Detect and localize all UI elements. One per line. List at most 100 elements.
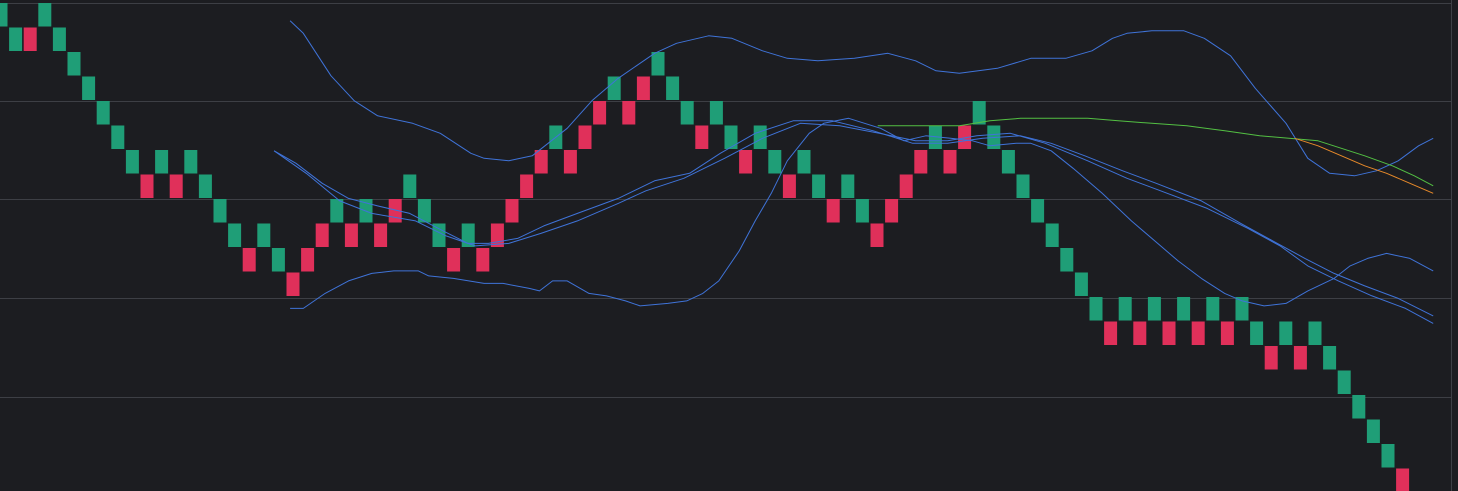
bollinger-upper-line <box>289 20 1434 177</box>
renko-brick-down <box>1089 297 1103 321</box>
moving-average-line <box>1294 137 1434 194</box>
renko-brick-down <box>1279 321 1293 345</box>
renko-brick-down <box>417 199 431 223</box>
renko-brick-down <box>797 150 811 174</box>
renko-brick-down <box>1308 321 1322 345</box>
renko-brick-down <box>1045 223 1059 247</box>
renko-brick-up <box>286 272 300 296</box>
renko-brick-down <box>1001 150 1015 174</box>
renko-brick-up <box>315 223 329 247</box>
renko-brick-up <box>374 223 388 247</box>
renko-brick-up <box>520 174 534 198</box>
renko-brick-down <box>666 76 680 100</box>
renko-brick-up <box>23 27 37 51</box>
renko-brick-up <box>578 125 592 149</box>
renko-brick-down <box>67 52 81 76</box>
renko-brick-down <box>432 223 446 247</box>
renko-brick-down <box>9 27 23 51</box>
renko-brick-up <box>505 199 519 223</box>
renko-brick-down <box>753 125 767 149</box>
renko-brick-down <box>1250 321 1264 345</box>
renko-brick-down <box>1016 174 1030 198</box>
renko-brick-up <box>534 150 548 174</box>
renko-brick-up <box>739 150 753 174</box>
renko-brick-down <box>1177 297 1191 321</box>
renko-brick-down <box>1337 370 1351 394</box>
renko-brick-down <box>111 125 125 149</box>
renko-brick-up <box>447 248 461 272</box>
renko-brick-up <box>622 101 636 125</box>
renko-brick-up <box>899 174 913 198</box>
renko-brick-down <box>1074 272 1088 296</box>
renko-brick-up <box>169 174 183 198</box>
renko-brick-up <box>826 199 840 223</box>
renko-brick-down <box>1206 297 1220 321</box>
renko-brick-up <box>563 150 577 174</box>
renko-brick-down <box>1060 248 1074 272</box>
moving-average-line <box>273 120 1434 317</box>
renko-brick-down <box>1323 346 1337 370</box>
renko-brick-down <box>403 174 417 198</box>
renko-brick-up <box>1104 321 1118 345</box>
renko-brick-up <box>1264 346 1278 370</box>
renko-brick-down <box>1366 419 1380 443</box>
renko-brick-down <box>125 150 139 174</box>
renko-brick-down <box>0 3 8 27</box>
renko-brick-up <box>140 174 154 198</box>
renko-brick-up <box>1396 468 1410 491</box>
renko-brick-down <box>812 174 826 198</box>
renko-brick-down <box>155 150 169 174</box>
renko-brick-up <box>782 174 796 198</box>
renko-brick-up <box>914 150 928 174</box>
renko-brick-up <box>1191 321 1205 345</box>
renko-brick-down <box>651 52 665 76</box>
renko-brick-down <box>228 223 242 247</box>
renko-brick-down <box>330 199 344 223</box>
renko-brick-down <box>709 101 723 125</box>
renko-brick-down <box>257 223 271 247</box>
renko-brick-down <box>768 150 782 174</box>
renko-brick-down <box>96 101 110 125</box>
renko-brick-down <box>184 150 198 174</box>
renko-brick-up <box>344 223 358 247</box>
renko-brick-up <box>885 199 899 223</box>
renko-brick-up <box>1162 321 1176 345</box>
renko-brick-down <box>82 76 96 100</box>
renko-brick-up <box>1133 321 1147 345</box>
bollinger-lower-line <box>290 117 1434 309</box>
renko-brick-down <box>1031 199 1045 223</box>
renko-brick-down <box>680 101 694 125</box>
renko-brick-up <box>301 248 315 272</box>
renko-brick-down <box>461 223 475 247</box>
moving-average-line <box>877 117 1434 187</box>
renko-brick-down <box>841 174 855 198</box>
renko-brick-down <box>213 199 227 223</box>
renko-brick-down <box>52 27 66 51</box>
renko-brick-up <box>943 150 957 174</box>
renko-brick-down <box>38 3 52 27</box>
bollinger-middle-line <box>273 122 1434 324</box>
renko-brick-up <box>1293 346 1307 370</box>
renko-brick-up <box>476 248 490 272</box>
indicator-lines <box>273 20 1434 324</box>
renko-brick-up <box>870 223 884 247</box>
renko-brick-down <box>1381 444 1395 468</box>
renko-brick-down <box>1118 297 1132 321</box>
renko-brick-up <box>636 76 650 100</box>
renko-brick-down <box>607 76 621 100</box>
renko-brick-down <box>198 174 212 198</box>
renko-brick-down <box>1235 297 1249 321</box>
renko-brick-down <box>972 101 986 125</box>
renko-brick-up <box>593 101 607 125</box>
renko-brick-up <box>1220 321 1234 345</box>
renko-brick-down <box>1147 297 1161 321</box>
renko-brick-up <box>695 125 709 149</box>
renko-brick-down <box>1352 395 1366 419</box>
renko-brick-down <box>271 248 285 272</box>
renko-brick-down <box>724 125 738 149</box>
renko-brick-up <box>958 125 972 149</box>
renko-brick-down <box>855 199 869 223</box>
renko-bricks <box>0 3 1410 491</box>
